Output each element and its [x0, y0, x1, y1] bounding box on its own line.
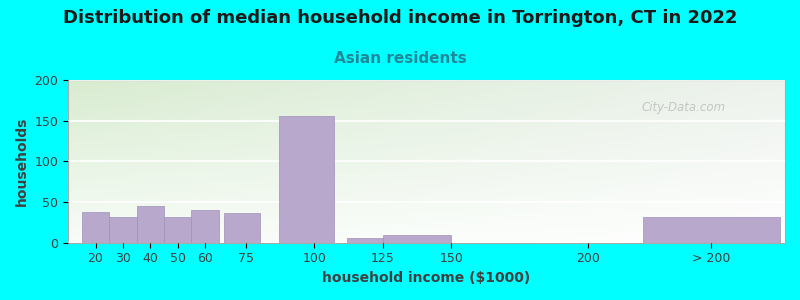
Bar — [224, 213, 260, 243]
Y-axis label: households: households — [15, 117, 29, 206]
Bar — [164, 217, 191, 243]
Bar — [347, 238, 382, 243]
Bar — [82, 212, 109, 243]
Text: Distribution of median household income in Torrington, CT in 2022: Distribution of median household income … — [62, 9, 738, 27]
Bar — [642, 217, 779, 243]
Bar — [109, 217, 137, 243]
Bar — [382, 235, 451, 243]
Bar — [279, 116, 334, 243]
X-axis label: household income ($1000): household income ($1000) — [322, 271, 530, 285]
Bar — [137, 206, 164, 243]
Text: Asian residents: Asian residents — [334, 51, 466, 66]
Text: City-Data.com: City-Data.com — [642, 101, 726, 114]
Bar — [191, 210, 218, 243]
